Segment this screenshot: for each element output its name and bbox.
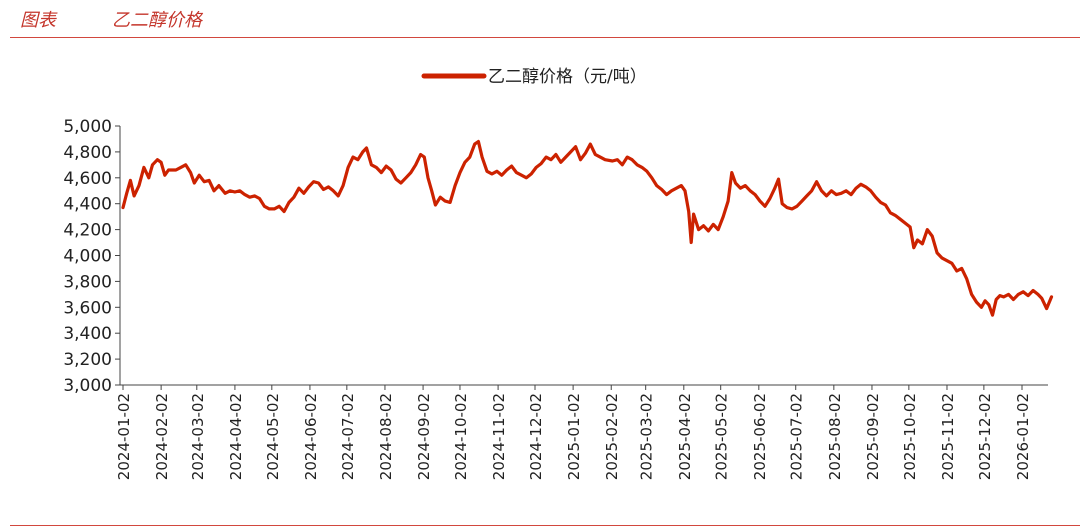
figure-title: 乙二醇价格 bbox=[112, 10, 202, 31]
x-tick-label: 2024-12-02 bbox=[527, 393, 545, 480]
x-tick-label: 2024-01-02 bbox=[115, 393, 133, 480]
x-tick-label: 2024-02-02 bbox=[153, 393, 171, 480]
chart-legend: 乙二醇价格（元/吨） bbox=[421, 67, 647, 87]
x-tick-label: 2025-03-02 bbox=[638, 393, 656, 480]
x-tick-label: 2024-08-02 bbox=[377, 393, 395, 480]
x-tick-label: 2025-06-02 bbox=[751, 393, 769, 480]
x-tick-label: 2025-09-02 bbox=[864, 393, 882, 480]
x-tick-label: 2024-10-02 bbox=[452, 393, 470, 480]
y-tick-label: 4,000 bbox=[63, 247, 112, 267]
x-tick-label: 2024-03-02 bbox=[189, 393, 207, 480]
x-tick-label: 2025-01-02 bbox=[565, 393, 583, 480]
y-tick-label: 3,600 bbox=[63, 298, 112, 318]
y-tick-label: 4,400 bbox=[63, 195, 112, 215]
report-header: 图表 乙二醇价格 bbox=[0, 0, 1080, 40]
x-tick-label: 2025-07-02 bbox=[788, 393, 806, 480]
x-tick-label: 2025-02-02 bbox=[603, 393, 621, 480]
x-tick-label: 2025-08-02 bbox=[826, 393, 844, 480]
y-tick-label: 3,800 bbox=[63, 272, 112, 292]
series-line bbox=[121, 139, 1054, 317]
y-tick-label: 5,000 bbox=[63, 117, 112, 137]
x-tick-label: 2024-11-02 bbox=[490, 393, 508, 480]
header-divider bbox=[10, 37, 1080, 38]
y-tick-label: 3,200 bbox=[63, 350, 112, 370]
x-tick-label: 2025-05-02 bbox=[713, 393, 731, 480]
x-axis: 2024-01-02 2024-02-02 2024-03-02 2024-04-02… bbox=[115, 384, 1048, 480]
y-tick-label: 4,200 bbox=[63, 221, 112, 241]
y-axis: 3,000 3,200 3,400 3,600 3,800 4,000 4,200 4,400… bbox=[63, 117, 121, 396]
x-tick-label: 2024-06-02 bbox=[302, 393, 320, 480]
x-tick-label: 2024-07-02 bbox=[339, 393, 357, 480]
y-tick-label: 4,800 bbox=[63, 143, 112, 163]
footer-divider bbox=[10, 525, 1080, 526]
figure-label: 图表 bbox=[20, 10, 56, 31]
y-tick-label: 3,000 bbox=[63, 376, 112, 396]
y-tick-label: 4,600 bbox=[63, 169, 112, 189]
x-tick-label: 2025-04-02 bbox=[676, 393, 694, 480]
x-tick-label: 2024-09-02 bbox=[415, 393, 433, 480]
x-tick-label: 2025-10-02 bbox=[901, 393, 919, 480]
x-tick-label: 2024-05-02 bbox=[264, 393, 282, 480]
legend-label-series: 乙二醇价格（元/吨） bbox=[488, 67, 647, 87]
x-tick-label: 2026-01-02 bbox=[1014, 393, 1032, 480]
y-tick-label: 3,400 bbox=[63, 324, 112, 344]
x-tick-label: 2025-12-02 bbox=[976, 393, 994, 480]
plot-area bbox=[121, 139, 1054, 317]
x-tick-label: 2024-04-02 bbox=[227, 393, 245, 480]
x-tick-label: 2025-11-02 bbox=[939, 393, 957, 480]
